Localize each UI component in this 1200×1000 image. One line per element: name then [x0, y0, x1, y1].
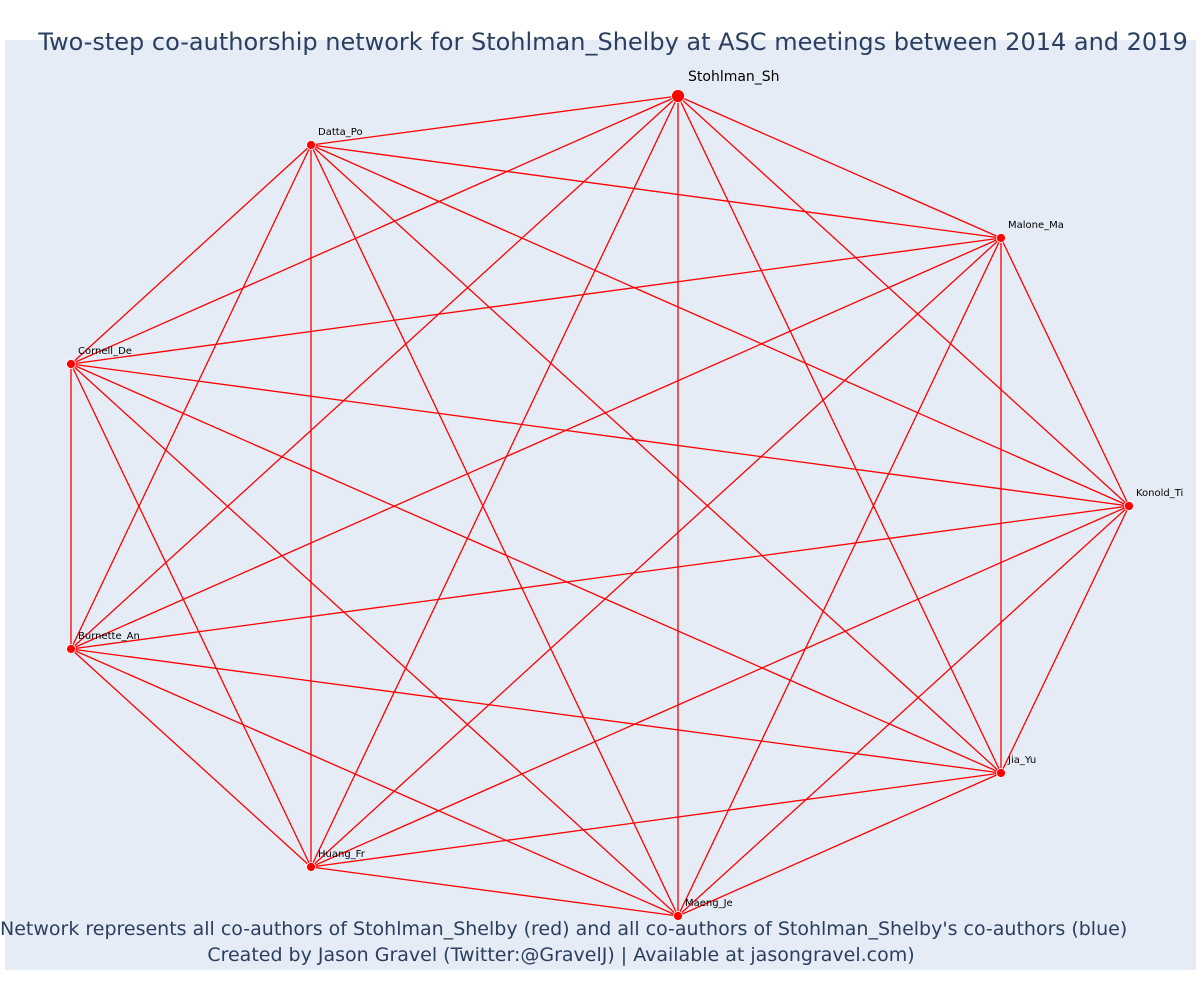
- edge: [677, 505, 1130, 917]
- edge: [70, 363, 1002, 774]
- edge: [310, 95, 679, 868]
- node-label: Konold_Ti: [1136, 488, 1183, 499]
- node-layer: [66, 89, 1134, 921]
- edge: [70, 95, 679, 650]
- edge: [70, 363, 679, 917]
- edge: [70, 144, 312, 365]
- edge: [70, 505, 1130, 650]
- node-burnette-an[interactable]: [66, 644, 76, 654]
- footer-credit: Created by Jason Gravel (Twitter:@Gravel…: [207, 944, 915, 966]
- node-cornell-de[interactable]: [66, 359, 76, 369]
- edge: [310, 144, 1130, 507]
- edge: [70, 144, 312, 650]
- edge: [310, 144, 1002, 774]
- edge: [677, 95, 1002, 239]
- edge: [70, 648, 679, 917]
- footer-caption: Network represents all co-authors of Sto…: [0, 918, 1128, 940]
- edge: [1000, 505, 1130, 774]
- node-label: Huang_Fr: [318, 849, 366, 860]
- node-label: Maeng_Je: [685, 898, 733, 909]
- label-layer: Stohlman_Sh Malone_Ma Konold_Ti Jia_Yu Maeng…: [78, 69, 1183, 909]
- node-huang-fr[interactable]: [306, 862, 316, 872]
- node-stohlman-sh[interactable]: [671, 89, 685, 103]
- edge: [310, 505, 1130, 868]
- edge: [1000, 237, 1130, 507]
- edge: [310, 144, 1002, 239]
- edge: [70, 648, 1002, 774]
- edge: [677, 95, 1130, 507]
- edge-layer: [70, 95, 1130, 917]
- node-label: Malone_Ma: [1008, 220, 1064, 231]
- page-title: Two-step co-authorship network for Stohl…: [38, 28, 1188, 56]
- node-malone-ma[interactable]: [996, 233, 1006, 243]
- node-datta-po[interactable]: [306, 140, 316, 150]
- edge: [70, 237, 1002, 650]
- edge: [70, 237, 1002, 365]
- node-label: Datta_Po: [318, 127, 363, 138]
- plot-area: [5, 40, 1196, 970]
- edge: [70, 648, 312, 868]
- edge: [70, 363, 1130, 507]
- edge: [677, 772, 1002, 917]
- edge: [70, 95, 679, 365]
- node-label: Jia_Yu: [1007, 755, 1036, 766]
- edge: [310, 866, 679, 917]
- edge: [310, 95, 679, 146]
- edge: [310, 772, 1002, 868]
- edge: [677, 95, 1002, 774]
- node-label: Burnette_An: [78, 631, 140, 642]
- node-konold-ti[interactable]: [1124, 501, 1134, 511]
- node-label: Stohlman_Sh: [688, 69, 780, 85]
- edge: [677, 237, 1002, 917]
- node-jia-yu[interactable]: [996, 768, 1006, 778]
- node-maeng-je[interactable]: [673, 911, 683, 921]
- node-label: Cornell_De: [78, 346, 132, 357]
- edge: [310, 144, 679, 917]
- edge: [70, 363, 312, 868]
- edge: [310, 237, 1002, 868]
